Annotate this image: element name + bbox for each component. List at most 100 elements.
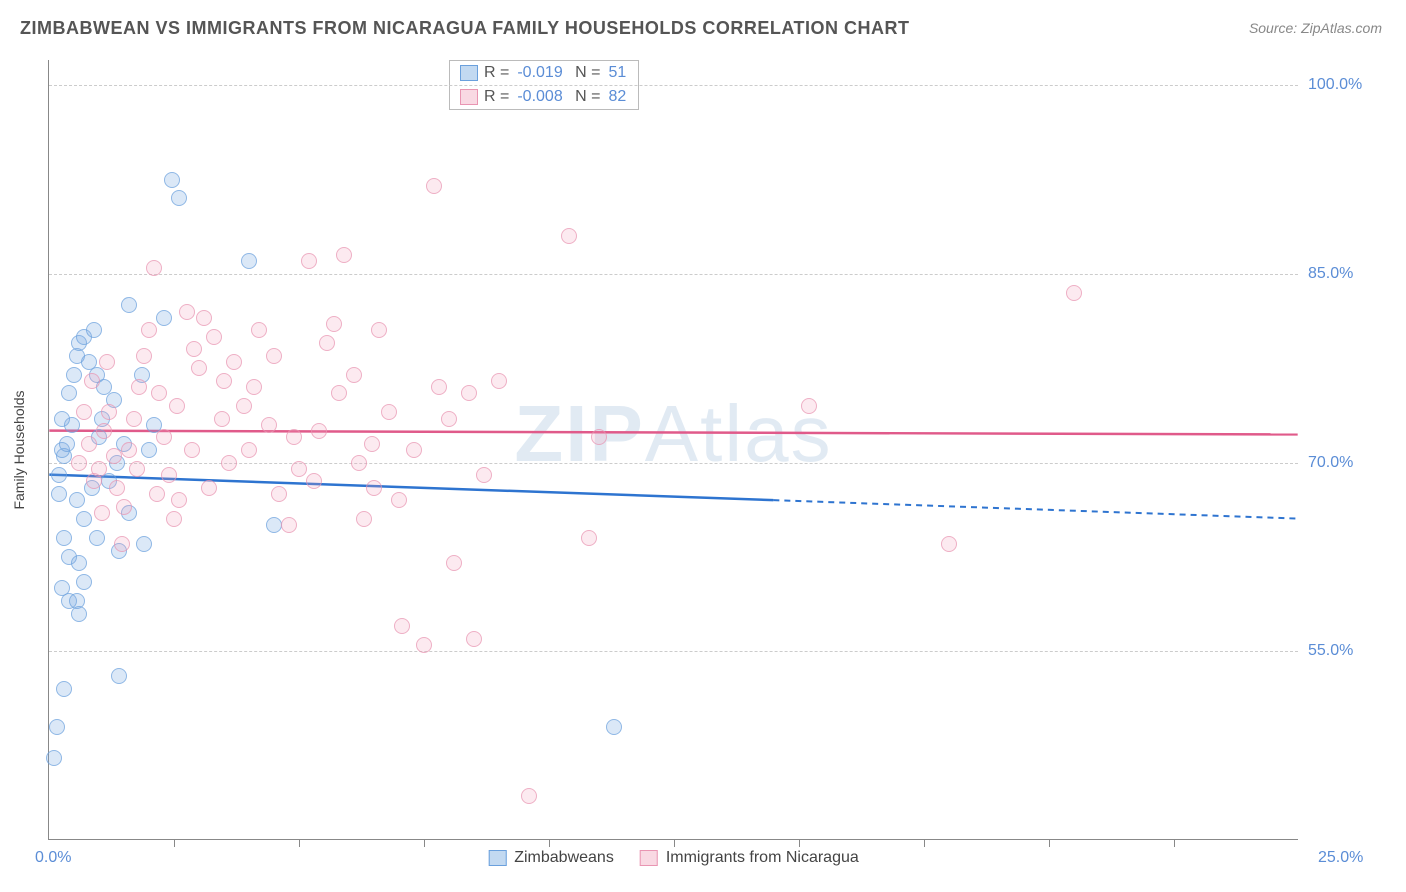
scatter-point <box>306 473 322 489</box>
scatter-point <box>266 517 282 533</box>
scatter-point <box>76 404 92 420</box>
trend-lines <box>49 60 1298 839</box>
scatter-point <box>186 341 202 357</box>
scatter-point <box>129 461 145 477</box>
scatter-point <box>71 455 87 471</box>
scatter-point <box>86 322 102 338</box>
scatter-point <box>311 423 327 439</box>
scatter-point <box>491 373 507 389</box>
series-legend: Zimbabweans Immigrants from Nicaragua <box>488 849 859 867</box>
scatter-point <box>164 172 180 188</box>
scatter-point <box>54 411 70 427</box>
scatter-point <box>521 788 537 804</box>
chart-title: ZIMBABWEAN VS IMMIGRANTS FROM NICARAGUA … <box>20 18 910 39</box>
r-value: -0.019 <box>517 64 562 82</box>
x-tick <box>799 839 800 847</box>
y-axis-label: Family Households <box>11 390 27 509</box>
x-tick <box>1174 839 1175 847</box>
scatter-point <box>169 398 185 414</box>
scatter-point <box>476 467 492 483</box>
scatter-point <box>71 606 87 622</box>
scatter-point <box>136 536 152 552</box>
scatter-point <box>366 480 382 496</box>
scatter-point <box>301 253 317 269</box>
scatter-point <box>126 411 142 427</box>
scatter-point <box>49 719 65 735</box>
scatter-point <box>121 442 137 458</box>
x-tick <box>174 839 175 847</box>
y-tick-label: 55.0% <box>1308 642 1388 660</box>
scatter-point <box>406 442 422 458</box>
scatter-point <box>136 348 152 364</box>
scatter-point <box>251 322 267 338</box>
scatter-point <box>441 411 457 427</box>
scatter-point <box>319 335 335 351</box>
scatter-point <box>46 750 62 766</box>
scatter-point <box>356 511 372 527</box>
legend-label: Zimbabweans <box>514 849 614 867</box>
scatter-point <box>84 373 100 389</box>
scatter-point <box>241 253 257 269</box>
scatter-point <box>261 417 277 433</box>
scatter-point <box>221 455 237 471</box>
scatter-point <box>581 530 597 546</box>
scatter-point <box>351 455 367 471</box>
scatter-point <box>184 442 200 458</box>
scatter-point <box>206 329 222 345</box>
legend-swatch-pink <box>640 850 658 866</box>
scatter-point <box>416 637 432 653</box>
scatter-point <box>94 505 110 521</box>
scatter-point <box>326 316 342 332</box>
scatter-point <box>271 486 287 502</box>
scatter-point <box>446 555 462 571</box>
scatter-point <box>346 367 362 383</box>
scatter-point <box>171 190 187 206</box>
scatter-point <box>591 429 607 445</box>
scatter-point <box>391 492 407 508</box>
scatter-point <box>941 536 957 552</box>
n-value: 82 <box>609 88 627 106</box>
scatter-point <box>241 442 257 458</box>
scatter-point <box>431 379 447 395</box>
legend-swatch-blue <box>460 65 478 81</box>
n-value: 51 <box>609 64 627 82</box>
scatter-point <box>109 480 125 496</box>
x-tick-origin-label: 0.0% <box>35 849 71 867</box>
scatter-point <box>331 385 347 401</box>
scatter-point <box>1066 285 1082 301</box>
x-tick-end-label: 25.0% <box>1318 849 1398 867</box>
scatter-point <box>246 379 262 395</box>
x-tick <box>674 839 675 847</box>
scatter-point <box>66 367 82 383</box>
scatter-point <box>101 404 117 420</box>
scatter-point <box>281 517 297 533</box>
y-tick-label: 85.0% <box>1308 265 1388 283</box>
scatter-point <box>801 398 817 414</box>
scatter-point <box>59 436 75 452</box>
scatter-point <box>99 354 115 370</box>
scatter-point <box>171 492 187 508</box>
n-label: N = <box>571 88 601 106</box>
x-tick <box>924 839 925 847</box>
legend-swatch-pink <box>460 89 478 105</box>
scatter-point <box>69 492 85 508</box>
scatter-point <box>71 555 87 571</box>
scatter-point <box>51 486 67 502</box>
scatter-point <box>61 385 77 401</box>
legend-label: Immigrants from Nicaragua <box>666 849 859 867</box>
scatter-point <box>561 228 577 244</box>
scatter-point <box>146 260 162 276</box>
scatter-point <box>266 348 282 364</box>
scatter-point <box>226 354 242 370</box>
scatter-point <box>461 385 477 401</box>
scatter-point <box>141 322 157 338</box>
correlation-row: R = -0.008 N = 82 <box>450 85 638 109</box>
n-label: N = <box>571 64 601 82</box>
scatter-point <box>56 681 72 697</box>
gridline <box>49 651 1298 652</box>
scatter-point <box>76 511 92 527</box>
scatter-point <box>89 530 105 546</box>
scatter-point <box>191 360 207 376</box>
scatter-point <box>371 322 387 338</box>
r-label: R = <box>484 64 509 82</box>
